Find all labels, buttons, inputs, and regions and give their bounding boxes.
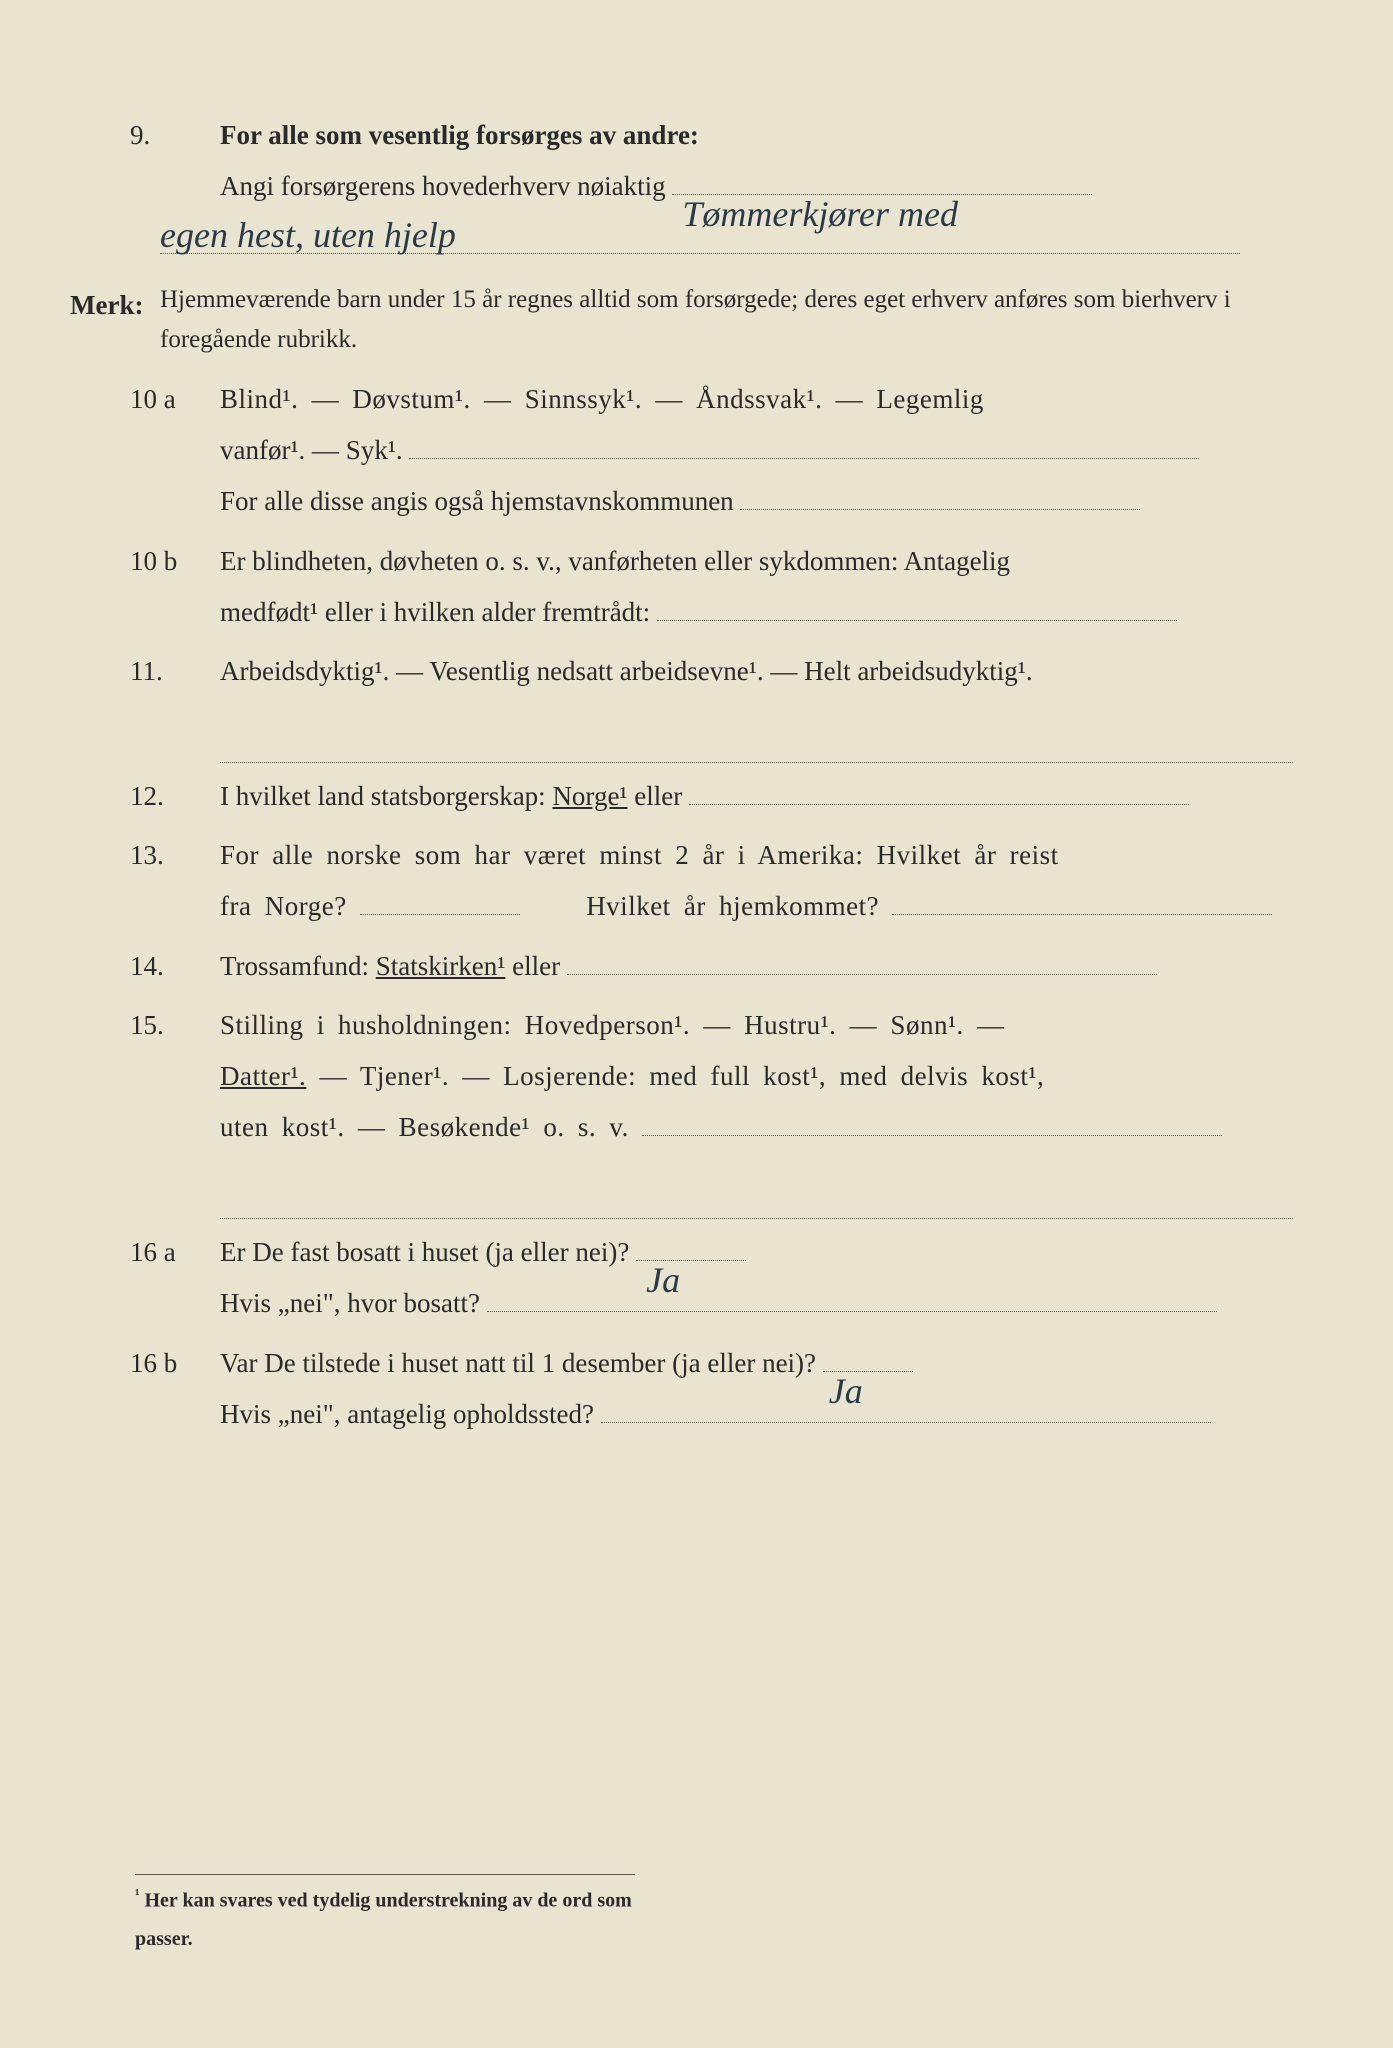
q11-number: 11. — [130, 646, 220, 762]
q13-body: For alle norske som har været minst 2 år… — [220, 830, 1293, 933]
q14-number: 14. — [130, 941, 220, 992]
q16a-row1-part1: Er De fast bosatt i huset (ja eller nei)… — [220, 1237, 629, 1267]
q9-heading: For alle som vesentlig forsørges av andr… — [220, 110, 1293, 161]
q15-body: Stilling i husholdningen: Hovedperson¹. … — [220, 1000, 1293, 1219]
q15-field — [642, 1135, 1222, 1136]
q16b-number: 16 b — [130, 1338, 220, 1441]
census-form-page: 9. For alle som vesentlig forsørges av a… — [0, 0, 1393, 2048]
q16b-handwritten: Ja — [829, 1357, 863, 1425]
merk-text: Hjemmeværende barn under 15 år regnes al… — [160, 280, 1293, 360]
question-15: 15. Stilling i husholdningen: Hovedperso… — [130, 1000, 1293, 1219]
q13-number: 13. — [130, 830, 220, 933]
q10a-row3-wrap: For alle disse angis også hjemstavnskomm… — [220, 476, 1293, 527]
q15-number: 15. — [130, 1000, 220, 1219]
merk-label: Merk: — [70, 280, 160, 360]
q13-row2: fra Norge? Hvilket år hjemkommet? — [220, 881, 1293, 932]
q15-row2: Datter¹. — Tjener¹. — Losjerende: med fu… — [220, 1051, 1293, 1102]
q11-body: Arbeidsdyktig¹. — Vesentlig nedsatt arbe… — [220, 646, 1293, 762]
question-9: 9. For alle som vesentlig forsørges av a… — [130, 110, 1293, 213]
q9-handwritten2: egen hest, uten hjelp — [160, 201, 456, 269]
q16a-row2-wrap: Hvis „nei", hvor bosatt? — [220, 1278, 1293, 1329]
q11-text: Arbeidsdyktig¹. — Vesentlig nedsatt arbe… — [220, 646, 1293, 697]
q15-row2-underlined: Datter¹. — [220, 1061, 306, 1091]
q10a-field2 — [740, 509, 1140, 510]
question-11: 11. Arbeidsdyktig¹. — Vesentlig nedsatt … — [130, 646, 1293, 762]
q14-field — [567, 974, 1157, 975]
q14-body: Trossamfund: Statskirken¹ eller — [220, 941, 1293, 992]
q13-field2 — [892, 914, 1272, 915]
q9-line2-wrap: egen hest, uten hjelp — [160, 217, 1293, 272]
q11-field — [220, 719, 1293, 762]
q12-field — [689, 804, 1189, 805]
q9-field2: egen hest, uten hjelp — [160, 217, 1240, 255]
q14-part1: Trossamfund: — [220, 951, 376, 981]
q10a-row2-part1: vanfør¹. — Syk¹. — [220, 435, 403, 465]
q9-continuation: egen hest, uten hjelp — [130, 217, 1293, 272]
question-16b: 16 b Var De tilstede i huset natt til 1 … — [130, 1338, 1293, 1441]
q9-number: 9. — [130, 110, 220, 213]
q14-underlined: Statskirken¹ — [376, 951, 506, 981]
q13-row2-part2: Hvilket år hjemkommet? — [586, 891, 879, 921]
q10a-row3: For alle disse angis også hjemstavnskomm… — [220, 486, 734, 516]
q10b-body: Er blindheten, døvheten o. s. v., vanfør… — [220, 536, 1293, 639]
q12-underlined: Norge¹ — [552, 781, 627, 811]
q10b-field — [657, 620, 1177, 621]
q16b-row1-part1: Var De tilstede i huset natt til 1 desem… — [220, 1348, 816, 1378]
q9-field1: Tømmerkjører med — [672, 194, 1092, 195]
q16b-field2 — [601, 1422, 1211, 1423]
question-16a: 16 a Er De fast bosatt i huset (ja eller… — [130, 1227, 1293, 1330]
q14-part2: eller — [505, 951, 560, 981]
q16b-row2: Hvis „nei", antagelig opholdssted? — [220, 1399, 594, 1429]
q16b-body: Var De tilstede i huset natt til 1 desem… — [220, 1338, 1293, 1441]
q15-field2 — [220, 1176, 1293, 1219]
q16a-row2: Hvis „nei", hvor bosatt? — [220, 1288, 480, 1318]
q10b-row2: medfødt¹ eller i hvilken alder fremtrådt… — [220, 597, 650, 627]
q12-part2: eller — [628, 781, 683, 811]
q10a-row1: Blind¹. — Døvstum¹. — Sinnssyk¹. — Åndss… — [220, 374, 1293, 425]
q10a-row2: vanfør¹. — Syk¹. — [220, 425, 1293, 476]
footnote: ¹ Her kan svares ved tydelig understrekn… — [135, 1874, 635, 1958]
q15-row2-part2: — Tjener¹. — Losjerende: med full kost¹,… — [306, 1061, 1044, 1091]
q9-body: For alle som vesentlig forsørges av andr… — [220, 110, 1293, 213]
q13-field1 — [360, 914, 520, 915]
q15-row1: Stilling i husholdningen: Hovedperson¹. … — [220, 1000, 1293, 1051]
question-10b: 10 b Er blindheten, døvheten o. s. v., v… — [130, 536, 1293, 639]
q12-body: I hvilket land statsborgerskap: Norge¹ e… — [220, 771, 1293, 822]
q16a-handwritten: Ja — [646, 1246, 680, 1314]
question-13: 13. For alle norske som har været minst … — [130, 830, 1293, 933]
q16b-row1: Var De tilstede i huset natt til 1 desem… — [220, 1338, 1293, 1389]
q10a-field — [409, 458, 1199, 459]
q12-part1: I hvilket land statsborgerskap: — [220, 781, 552, 811]
q15-row3: uten kost¹. — Besøkende¹ o. s. v. — [220, 1112, 629, 1142]
q16a-field1: Ja — [636, 1260, 746, 1261]
q10b-number: 10 b — [130, 536, 220, 639]
question-14: 14. Trossamfund: Statskirken¹ eller — [130, 941, 1293, 992]
q13-row1: For alle norske som har været minst 2 år… — [220, 830, 1293, 881]
footnote-marker: ¹ — [135, 1887, 140, 1903]
merk-row: Merk: Hjemmeværende barn under 15 år reg… — [70, 280, 1293, 360]
q10a-body: Blind¹. — Døvstum¹. — Sinnssyk¹. — Åndss… — [220, 374, 1293, 528]
q13-row2-part1: fra Norge? — [220, 891, 347, 921]
q9-line1-label: Angi forsørgerens hovederhverv nøiaktig — [220, 171, 666, 201]
q16a-field2 — [487, 1311, 1217, 1312]
q16b-row2-wrap: Hvis „nei", antagelig opholdssted? — [220, 1389, 1293, 1440]
footnote-text: Her kan svares ved tydelig understreknin… — [135, 1890, 632, 1950]
question-12: 12. I hvilket land statsborgerskap: Norg… — [130, 771, 1293, 822]
q12-number: 12. — [130, 771, 220, 822]
q16a-body: Er De fast bosatt i huset (ja eller nei)… — [220, 1227, 1293, 1330]
question-10a: 10 a Blind¹. — Døvstum¹. — Sinnssyk¹. — … — [130, 374, 1293, 528]
q16a-number: 16 a — [130, 1227, 220, 1330]
q16b-field1: Ja — [823, 1371, 913, 1372]
q10a-number: 10 a — [130, 374, 220, 528]
q15-row3-wrap: uten kost¹. — Besøkende¹ o. s. v. — [220, 1102, 1293, 1153]
q10b-row1: Er blindheten, døvheten o. s. v., vanfør… — [220, 536, 1293, 587]
q16a-row1: Er De fast bosatt i huset (ja eller nei)… — [220, 1227, 1293, 1278]
q10b-row2-wrap: medfødt¹ eller i hvilken alder fremtrådt… — [220, 587, 1293, 638]
